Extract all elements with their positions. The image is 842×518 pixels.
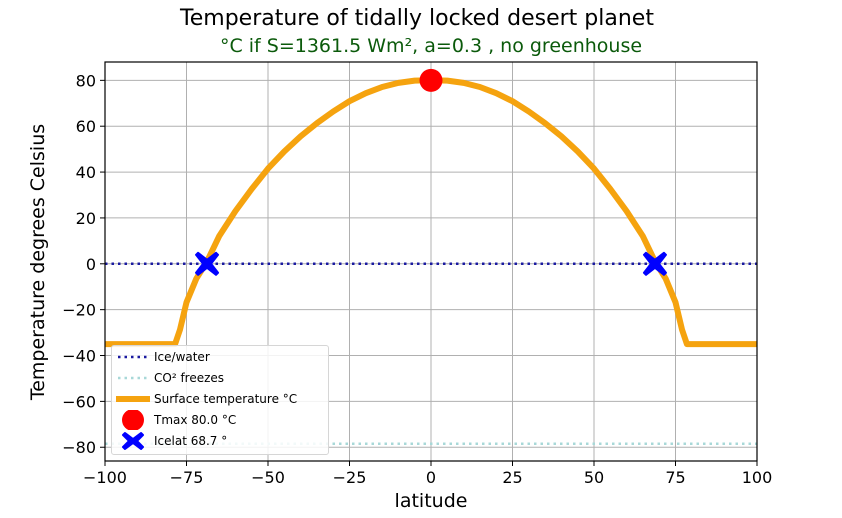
blue-x-icon <box>122 432 144 450</box>
icelat-marker <box>195 251 220 276</box>
icelat-marker <box>642 251 667 276</box>
y-tick-label: 20 <box>76 209 96 228</box>
x-tick-label: −25 <box>333 468 367 487</box>
legend-item-ice-water: Ice/water <box>112 347 210 367</box>
x-axis-label: latitude <box>394 490 468 512</box>
x-tick-label: −75 <box>170 468 204 487</box>
legend-label: Surface temperature °C <box>154 392 298 406</box>
y-tick-label: 0 <box>86 255 96 274</box>
y-tick-label: −40 <box>62 347 96 366</box>
dotted-line-icon <box>118 355 148 359</box>
legend-label: Tmax 80.0 °C <box>154 413 237 427</box>
y-tick-label: 40 <box>76 163 96 182</box>
series-layer <box>105 68 757 446</box>
axis-ticks: −100 −75 −50 −25 0 25 50 75 100 −80 −60 −40 −20 0 20 40… <box>62 71 772 487</box>
y-tick-label: −80 <box>62 438 96 457</box>
red-circle-icon <box>122 410 144 430</box>
chart-subtitle: °C if S=1361.5 Wm², a=0.3 , no greenhous… <box>219 35 643 57</box>
legend-label: Icelat 68.7 ° <box>154 434 228 448</box>
legend-label: Ice/water <box>154 350 210 364</box>
dotted-line-icon <box>118 376 148 380</box>
x-tick-label: −50 <box>251 468 285 487</box>
y-tick-label: −60 <box>62 392 96 411</box>
y-tick-label: 60 <box>76 117 96 136</box>
tmax-marker <box>419 68 443 92</box>
x-tick-label: 100 <box>742 468 773 487</box>
y-tick-label: −20 <box>62 301 96 320</box>
x-tick-label: −100 <box>83 468 127 487</box>
y-tick-label: 80 <box>76 71 96 90</box>
legend-item-icelat: Icelat 68.7 ° <box>112 431 227 451</box>
x-tick-label: 0 <box>426 468 436 487</box>
legend-item-co2-freezes: CO² freezes <box>112 368 224 388</box>
legend-item-surface-temperature: Surface temperature °C <box>112 389 297 409</box>
solid-line-icon <box>116 396 150 402</box>
legend: Ice/water CO² freezes Surface temperatur… <box>111 345 329 455</box>
legend-item-tmax: Tmax 80.0 °C <box>112 410 236 430</box>
y-axis-label: Temperature degrees Celsius <box>27 123 49 401</box>
x-tick-label: 75 <box>665 468 685 487</box>
x-tick-label: 50 <box>584 468 604 487</box>
chart-title: Temperature of tidally locked desert pla… <box>180 6 654 31</box>
legend-label: CO² freezes <box>154 371 225 385</box>
x-tick-label: 25 <box>502 468 522 487</box>
